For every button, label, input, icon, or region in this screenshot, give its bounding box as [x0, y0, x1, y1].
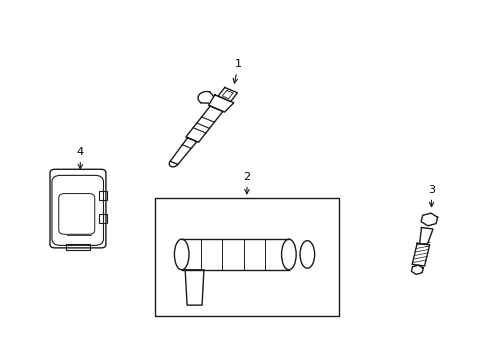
Text: 4: 4 — [77, 147, 83, 169]
Text: 1: 1 — [233, 59, 242, 83]
Bar — [99, 214, 107, 223]
Text: 2: 2 — [243, 172, 250, 194]
Bar — [99, 191, 107, 200]
Bar — [154, 198, 339, 316]
Bar — [66, 244, 89, 249]
Text: 3: 3 — [427, 185, 434, 207]
